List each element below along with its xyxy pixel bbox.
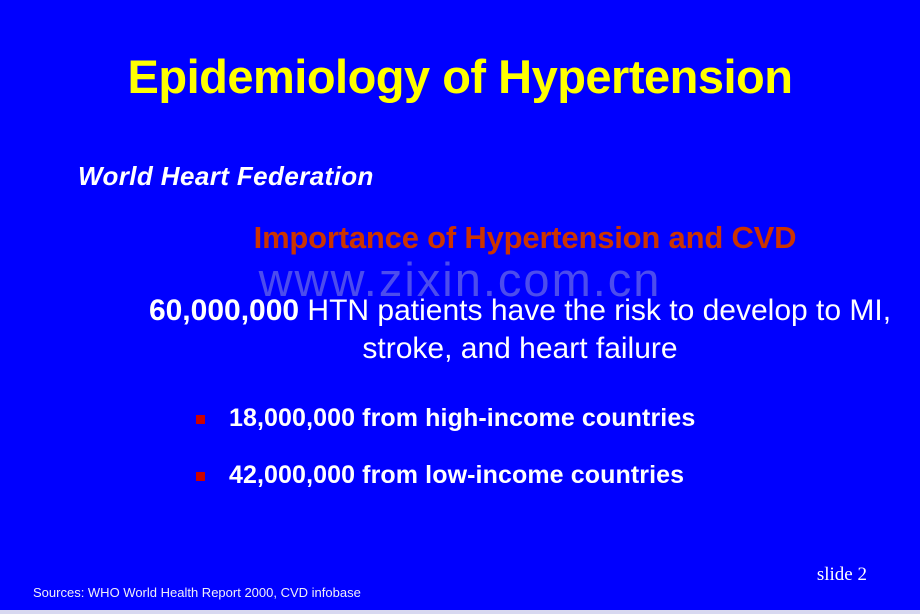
list-item: 18,000,000 from high-income countries <box>196 404 896 433</box>
list-item: 42,000,000 from low-income countries <box>196 461 896 490</box>
main-statement: 60,000,000 HTN patients have the risk to… <box>120 292 920 369</box>
bullet-list: 18,000,000 from high-income countries 42… <box>196 404 896 518</box>
bottom-edge-strip <box>0 610 920 614</box>
list-item-label: 42,000,000 from low-income countries <box>229 461 685 489</box>
section-heading: Importance of Hypertension and CVD <box>253 220 797 255</box>
square-bullet-icon <box>196 415 205 424</box>
list-item-label: 18,000,000 from high-income countries <box>229 404 696 432</box>
statement-emphasis-number: 60,000,000 <box>148 294 300 327</box>
statement-body-text: HTN patients have the risk to develop to… <box>299 294 892 366</box>
square-bullet-icon <box>196 472 205 481</box>
slide-number: slide 2 <box>816 564 867 585</box>
organisation-name: World Heart Federation <box>78 161 374 191</box>
source-note: Sources: WHO World Health Report 2000, C… <box>33 585 361 600</box>
slide-title: Epidemiology of Hypertension <box>127 50 793 103</box>
